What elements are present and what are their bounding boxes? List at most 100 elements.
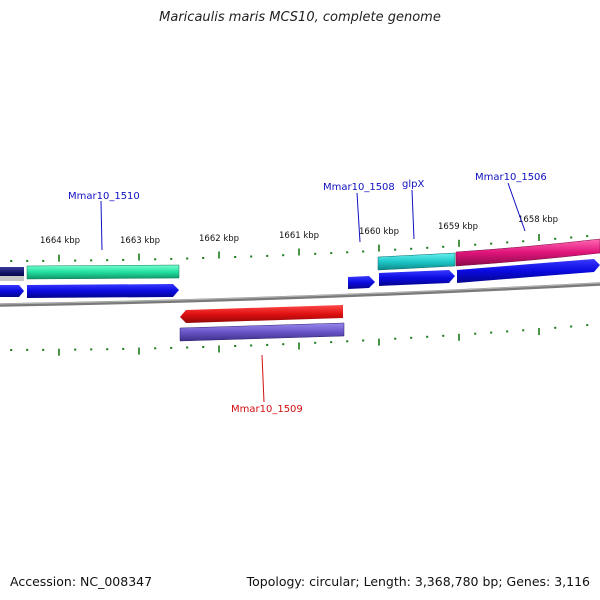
leader-mmar10-1509: [261, 354, 265, 403]
inner-minor-tick: [26, 348, 29, 351]
inner-minor-tick: [154, 347, 157, 350]
outer-major-tick: [58, 254, 60, 262]
outer-minor-tick: [586, 235, 589, 238]
inner-minor-tick: [346, 340, 349, 343]
gene-label-mmar10-1510[interactable]: Mmar10_1510: [68, 191, 140, 202]
inner-major-tick: [138, 347, 140, 355]
leader-mmar10-1506: [507, 182, 526, 232]
outer-minor-tick: [42, 259, 45, 262]
inner-minor-tick: [42, 348, 45, 351]
genome-backbone: [0, 282, 600, 307]
inner-major-tick: [218, 345, 220, 353]
outer-minor-tick: [474, 243, 477, 246]
outer-minor-tick: [282, 254, 285, 257]
outer-minor-tick: [106, 259, 109, 262]
tick-label-1661: 1661 kbp: [279, 231, 319, 241]
feature-mint-mmar10-1510[interactable]: [26, 264, 180, 280]
inner-minor-tick: [90, 348, 93, 351]
inner-major-tick: [458, 333, 460, 341]
outer-minor-tick: [186, 257, 189, 260]
inner-minor-tick: [282, 343, 285, 346]
outer-minor-tick: [506, 241, 509, 244]
inner-minor-tick: [506, 330, 509, 333]
inner-major-tick: [298, 342, 300, 350]
leader-glpx: [411, 189, 415, 240]
inner-minor-tick: [314, 341, 317, 344]
inner-tick-track: [10, 324, 589, 356]
inner-minor-tick: [522, 329, 525, 332]
inner-minor-tick: [74, 348, 77, 351]
cds-forward-left-arrow[interactable]: [0, 285, 24, 297]
gene-label-mmar10-1506[interactable]: Mmar10_1506: [475, 172, 547, 183]
inner-minor-tick: [170, 346, 173, 349]
genome-backbone-highlight: [0, 282, 600, 305]
feature-purple-mmar10-1509[interactable]: [179, 322, 345, 342]
outer-minor-tick: [170, 257, 173, 260]
outer-major-tick: [458, 239, 460, 247]
outer-minor-tick: [362, 250, 365, 253]
leader-mmar10-1508: [356, 192, 361, 243]
inner-minor-tick: [474, 332, 477, 335]
gene-label-mmar10-1509[interactable]: Mmar10_1509: [231, 404, 303, 415]
page-title: Maricaulis maris MCS10, complete genome: [159, 10, 441, 25]
outer-minor-tick: [26, 259, 29, 262]
inner-minor-tick: [570, 325, 573, 328]
cds-forward-mmar10-1506[interactable]: [457, 259, 600, 283]
tick-label-1659: 1659 kbp: [438, 222, 478, 232]
accession-text: Accession: NC_008347: [10, 574, 153, 589]
outer-minor-tick: [522, 240, 525, 243]
inner-minor-tick: [10, 349, 13, 351]
inner-minor-tick: [330, 341, 333, 344]
outer-minor-tick: [250, 255, 253, 258]
outer-minor-tick: [266, 254, 269, 257]
inner-minor-tick: [442, 334, 445, 337]
outer-minor-tick: [426, 246, 429, 249]
outer-major-tick: [298, 248, 300, 256]
tick-label-1664: 1664 kbp: [40, 236, 80, 246]
outer-minor-tick: [410, 247, 413, 250]
gene-label-glpx[interactable]: glpX: [402, 179, 424, 190]
outer-minor-tick: [442, 245, 445, 248]
inner-major-tick: [538, 328, 540, 335]
feature-pink-mmar10-1506[interactable]: [455, 238, 600, 267]
inner-minor-tick: [554, 326, 557, 329]
tick-label-1658: 1658 kbp: [518, 215, 558, 225]
outer-minor-tick: [122, 258, 125, 261]
outer-minor-tick: [570, 236, 573, 239]
outer-minor-tick: [10, 260, 13, 262]
inner-major-tick: [58, 348, 60, 356]
tick-label-1662: 1662 kbp: [199, 234, 239, 244]
inner-minor-tick: [394, 337, 397, 340]
inner-minor-tick: [186, 346, 189, 349]
feature-grey-left: [0, 276, 24, 281]
outer-minor-tick: [490, 242, 493, 245]
cds-forward-mmar10-1510[interactable]: [27, 284, 179, 298]
gene-label-mmar10-1508[interactable]: Mmar10_1508: [323, 182, 395, 193]
outer-major-tick: [378, 244, 380, 252]
cds-forward-mmar10-1508[interactable]: [348, 276, 375, 289]
outer-minor-tick: [234, 256, 237, 258]
cds-forward-glpx[interactable]: [379, 270, 455, 286]
inner-minor-tick: [234, 345, 237, 347]
outer-minor-tick: [90, 259, 93, 262]
outer-tick-track: [10, 234, 589, 262]
outer-minor-tick: [346, 251, 349, 254]
outer-minor-tick: [394, 248, 397, 251]
inner-major-tick: [378, 338, 380, 346]
leader-mmar10-1510: [100, 200, 103, 251]
cds-reverse-mmar10-1509[interactable]: [180, 305, 343, 323]
inner-minor-tick: [410, 336, 413, 339]
inner-minor-tick: [202, 346, 205, 348]
outer-minor-tick: [74, 259, 77, 262]
outer-minor-tick: [554, 237, 557, 240]
feature-teal-glpx[interactable]: [377, 252, 456, 271]
inner-minor-tick: [266, 343, 269, 346]
inner-minor-tick: [426, 335, 429, 338]
outer-major-tick: [138, 253, 140, 261]
tick-label-1660: 1660 kbp: [359, 227, 399, 237]
inner-minor-tick: [586, 324, 589, 327]
inner-minor-tick: [122, 347, 125, 350]
outer-minor-tick: [314, 252, 317, 255]
